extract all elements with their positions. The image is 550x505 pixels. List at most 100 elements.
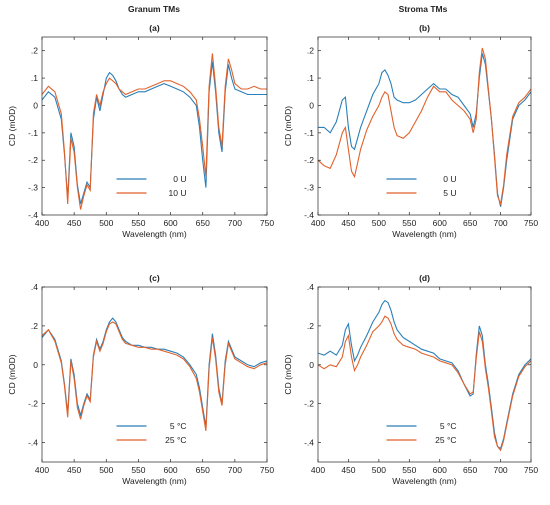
- x-tick-label: 400: [35, 465, 49, 475]
- y-tick-label: -.4: [304, 438, 314, 448]
- plot-frame: [317, 286, 532, 463]
- panel-label: (c): [149, 273, 160, 283]
- y-tick-label: .2: [307, 46, 314, 56]
- x-tick-label: 750: [524, 218, 538, 228]
- x-tick-label: 700: [493, 218, 507, 228]
- y-axis-title: CD (mOD): [283, 354, 293, 394]
- x-axis-title: Wavelength (nm): [122, 476, 187, 486]
- legend-label: 10 U: [169, 188, 187, 198]
- y-tick-label: -.3: [28, 183, 38, 193]
- legend-label: 0 U: [173, 174, 186, 184]
- legend: 5 °C 25 °C: [116, 421, 187, 445]
- x-tick-label: 650: [463, 465, 477, 475]
- x-tick-label: 450: [341, 465, 355, 475]
- y-tick-label: .1: [31, 73, 38, 83]
- series-line-orange: [318, 47, 531, 207]
- x-tick-label: 650: [196, 465, 210, 475]
- y-tick-label: .2: [31, 321, 38, 331]
- panel-b: (b) 400 450 500 550 600 650 700 750 -.4 -.3 -.2 -.1 0…: [283, 23, 538, 239]
- x-tick-label: 450: [341, 218, 355, 228]
- y-tick-label: 0: [33, 100, 38, 110]
- legend: 5 °C 25 °C: [386, 421, 457, 445]
- y-tick-label: -.1: [28, 128, 38, 138]
- series-line-blue: [318, 299, 531, 450]
- y-tick-label: .2: [307, 321, 314, 331]
- x-tick-label: 600: [433, 465, 447, 475]
- panel-label: (b): [419, 23, 430, 33]
- x-tick-label: 650: [463, 218, 477, 228]
- panel-a: (a) 400 450 500 550 600 650 700 750 -.4 -.3 -.2 -.1 0…: [7, 23, 274, 239]
- x-tick-label: 500: [99, 465, 113, 475]
- column-title-stroma: Stroma TMs: [399, 4, 448, 14]
- y-axis-title: CD (mOD): [7, 106, 17, 146]
- x-tick-label: 750: [524, 465, 538, 475]
- x-tick-label: 550: [131, 465, 145, 475]
- panel-c: (c) 400 450 500 550 600 650 700 750 -.4 -.2 0 .2 .4 Wa…: [7, 273, 274, 486]
- x-tick-label: 750: [260, 218, 274, 228]
- column-title-granum: Granum TMs: [128, 4, 180, 14]
- y-tick-label: -.2: [304, 399, 314, 409]
- series-line-orange: [318, 315, 531, 452]
- y-tick-label: .2: [31, 46, 38, 56]
- panel-label: (a): [149, 23, 160, 33]
- x-tick-label: 400: [311, 465, 325, 475]
- plot-frame: [41, 286, 268, 463]
- y-tick-label: .1: [307, 73, 314, 83]
- legend-label: 0 U: [443, 174, 456, 184]
- x-tick-label: 500: [99, 218, 113, 228]
- y-tick-label: 0: [33, 360, 38, 370]
- panel-d: (d) 400 450 500 550 600 650 700 750 -.4 -.2 0 .2 .4 Wa…: [283, 273, 538, 486]
- y-tick-label: -.3: [304, 183, 314, 193]
- legend-label: 5 °C: [440, 421, 457, 431]
- x-tick-label: 650: [196, 218, 210, 228]
- y-axis-title: CD (mOD): [7, 354, 17, 394]
- y-tick-label: -.4: [304, 210, 314, 220]
- y-tick-label: -.2: [28, 155, 38, 165]
- x-tick-label: 450: [67, 218, 81, 228]
- x-tick-label: 550: [402, 465, 416, 475]
- plot-frame: [317, 36, 532, 216]
- x-tick-label: 700: [228, 218, 242, 228]
- x-tick-label: 450: [67, 465, 81, 475]
- x-tick-label: 400: [311, 218, 325, 228]
- x-tick-label: 500: [372, 465, 386, 475]
- legend: 0 U5 U: [386, 174, 457, 198]
- x-tick-label: 400: [35, 218, 49, 228]
- panel-label: (d): [419, 273, 430, 283]
- x-tick-label: 750: [260, 465, 274, 475]
- legend-label: 25 °C: [165, 435, 186, 445]
- y-tick-label: -.2: [304, 155, 314, 165]
- x-axis-title: Wavelength (nm): [392, 476, 457, 486]
- x-tick-label: 600: [433, 218, 447, 228]
- legend: 0 U 10 U: [116, 174, 187, 198]
- x-axis-title: Wavelength (nm): [122, 229, 187, 239]
- plot-frame: [41, 36, 268, 216]
- y-tick-label: -.4: [28, 438, 38, 448]
- y-tick-label: .4: [307, 282, 314, 292]
- series-line-blue: [42, 61, 267, 205]
- series-line-blue: [318, 53, 531, 207]
- x-tick-label: 700: [228, 465, 242, 475]
- y-tick-label: 0: [309, 100, 314, 110]
- y-tick-label: 0: [309, 360, 314, 370]
- y-axis-title: CD (mOD): [283, 106, 293, 146]
- y-tick-label: .4: [31, 282, 38, 292]
- x-tick-label: 600: [163, 218, 177, 228]
- x-axis-title: Wavelength (nm): [392, 229, 457, 239]
- legend-label: 5 U: [443, 188, 456, 198]
- chart-panels: (a) 400 450 500 550 600 650 700 750 -.4 -.3 -.2 -.1 0…: [7, 23, 538, 486]
- series-line-orange: [42, 321, 267, 431]
- x-tick-label: 700: [493, 465, 507, 475]
- x-tick-label: 500: [372, 218, 386, 228]
- series-line-blue: [42, 317, 267, 428]
- x-tick-label: 550: [131, 218, 145, 228]
- legend-label: 5 °C: [170, 421, 187, 431]
- y-tick-label: -.2: [28, 399, 38, 409]
- x-tick-label: 550: [402, 218, 416, 228]
- legend-label: 25 °C: [435, 435, 456, 445]
- y-tick-label: -.4: [28, 210, 38, 220]
- x-tick-label: 600: [163, 465, 177, 475]
- series-line-orange: [42, 53, 267, 210]
- y-tick-label: -.1: [304, 128, 314, 138]
